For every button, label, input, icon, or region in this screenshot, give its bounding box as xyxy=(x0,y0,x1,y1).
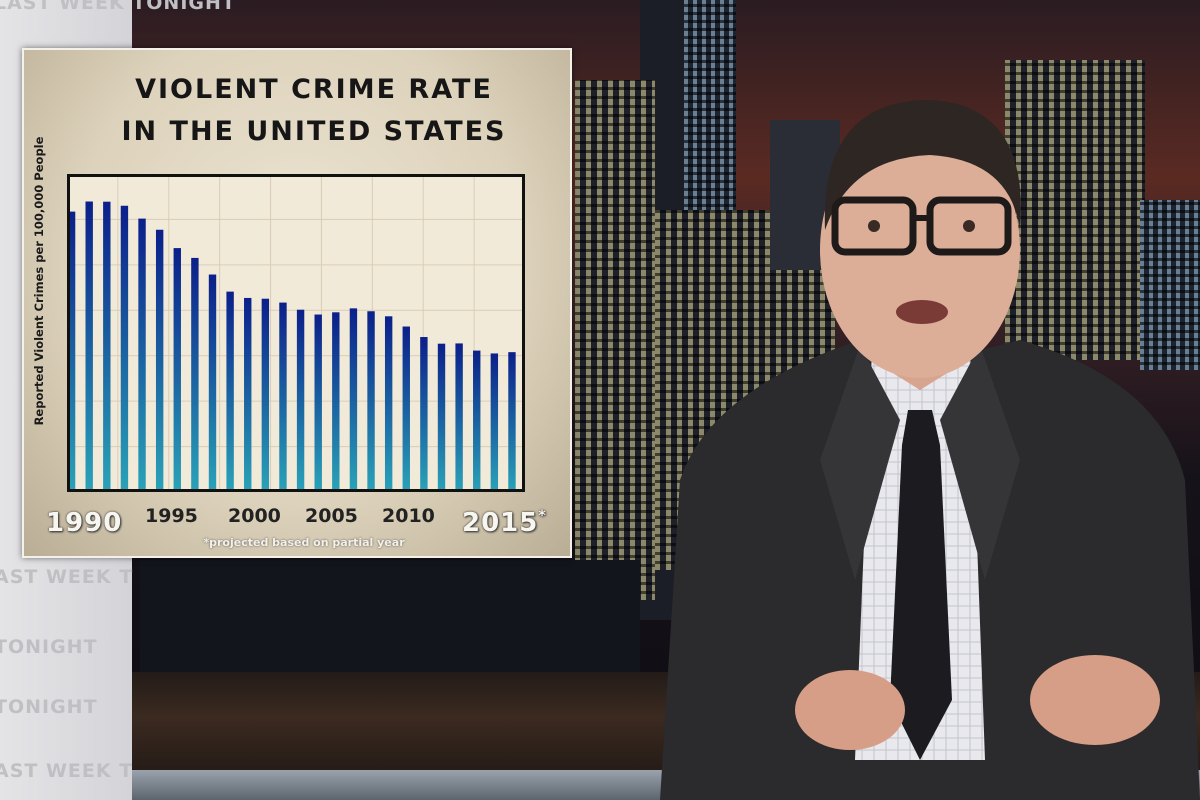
bar-2007 xyxy=(367,311,375,492)
x-tick-label: 2005 xyxy=(305,505,358,527)
wall-logo-text: AST WEEK T xyxy=(0,760,134,782)
bar-chart xyxy=(67,174,525,492)
skyline-building xyxy=(575,80,655,600)
bar-2011 xyxy=(437,343,446,492)
bar-2000 xyxy=(244,297,252,492)
plot-frame xyxy=(67,174,525,492)
chart-card: VIOLENT CRIME RATE IN THE UNITED STATES … xyxy=(22,48,572,558)
bar-1994 xyxy=(138,218,146,492)
bar-2004 xyxy=(314,314,322,492)
wall-logo-text: TONIGHT xyxy=(0,696,98,718)
host-figure xyxy=(640,60,1200,800)
bar-1997 xyxy=(191,257,199,492)
bar-1999 xyxy=(226,291,234,492)
bar-2014 xyxy=(490,353,499,492)
x-tick-label: 2000 xyxy=(228,505,281,527)
x-tick-label: 2010 xyxy=(382,505,435,527)
bar-1996 xyxy=(173,248,181,492)
bar-2012 xyxy=(455,343,463,492)
chart-title-line-1: VIOLENT CRIME RATE xyxy=(135,74,493,105)
wall-logo-text: LAST WEEK TONIGHT xyxy=(0,0,236,14)
bar-2009 xyxy=(402,326,410,492)
skyline-building xyxy=(1140,200,1200,370)
wall-logo-text: TONIGHT xyxy=(0,636,98,658)
skyline-building xyxy=(1005,60,1145,360)
chart-footnote: *projected based on partial year xyxy=(203,536,405,549)
bar-2003 xyxy=(296,309,305,492)
bar-1992 xyxy=(103,201,111,492)
bars xyxy=(67,201,516,492)
bar-1998 xyxy=(208,274,217,492)
bar-1993 xyxy=(120,205,129,492)
bar-2008 xyxy=(384,316,393,492)
bar-1991 xyxy=(85,201,93,492)
x-tick-label: 1990 xyxy=(46,508,123,538)
bar-2002 xyxy=(279,302,287,492)
skyline-building xyxy=(140,560,640,672)
bar-1995 xyxy=(155,229,164,492)
chart-title-line-2: IN THE UNITED STATES xyxy=(121,116,507,147)
bar-2010 xyxy=(420,337,428,492)
y-axis-label: Reported Violent Crimes per 100,000 Peop… xyxy=(32,136,46,426)
bar-2005 xyxy=(332,312,340,492)
x-tick-label: 1995 xyxy=(145,505,198,527)
bar-2015 xyxy=(508,352,516,492)
bar-2001 xyxy=(261,298,270,492)
wall-logo-text: AST WEEK T xyxy=(0,566,134,588)
x-tick-label: 2015 xyxy=(462,508,539,538)
bar-2013 xyxy=(473,350,481,492)
plot-area xyxy=(67,174,525,492)
bar-1990 xyxy=(67,211,76,492)
x-tick-label-2015: 2015* xyxy=(462,508,547,538)
projection-marker: * xyxy=(538,508,547,524)
bar-2006 xyxy=(349,308,358,492)
